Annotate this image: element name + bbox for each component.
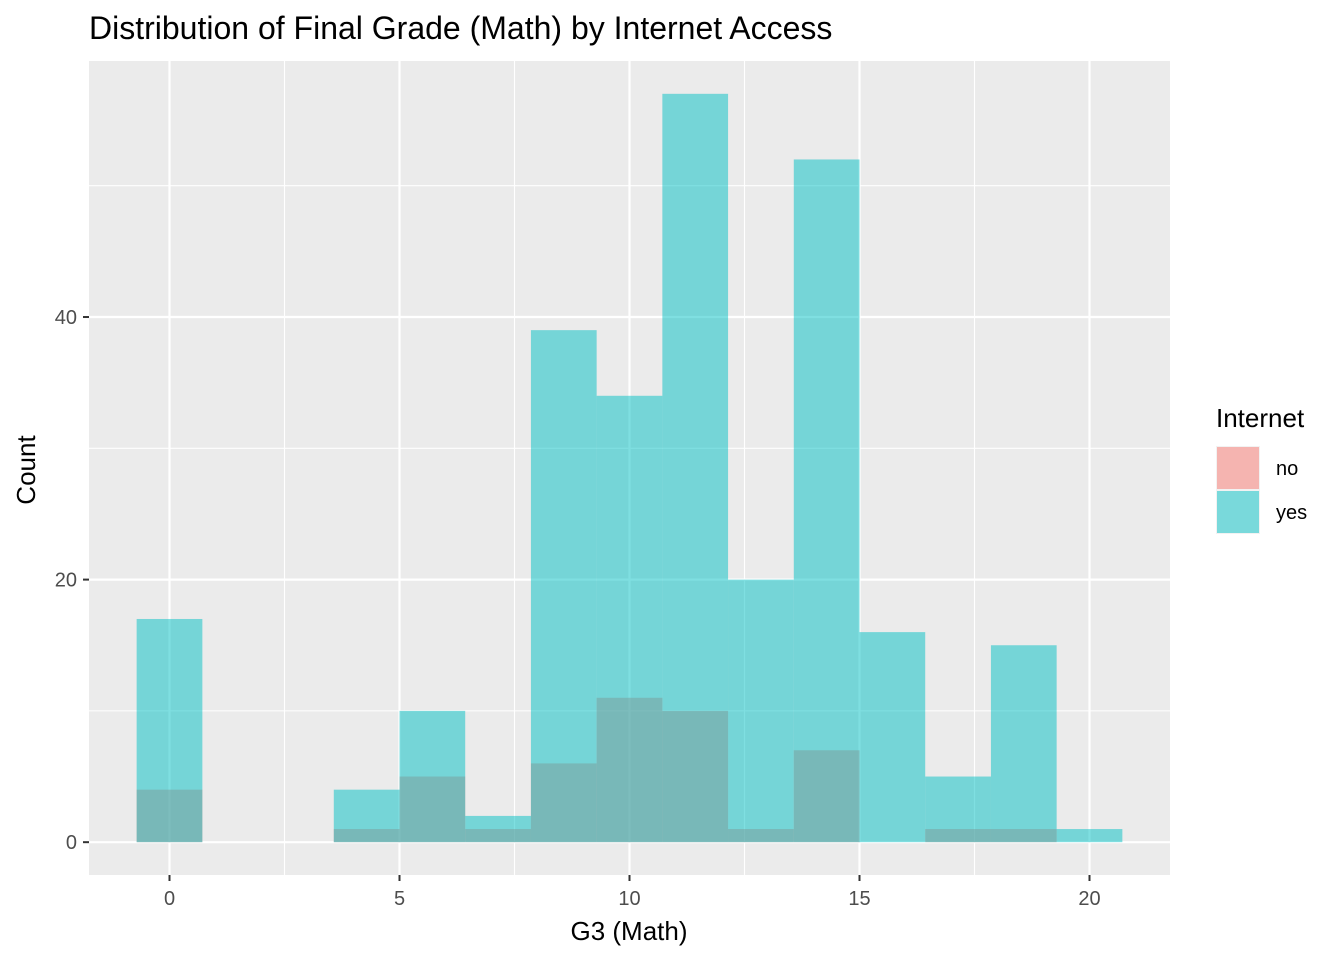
bar-yes bbox=[136, 618, 203, 843]
x-axis: 0 5 10 15 20 bbox=[164, 875, 1101, 910]
legend-title: Internet bbox=[1216, 403, 1305, 433]
bar-yes bbox=[333, 789, 400, 843]
y-tick-label: 40 bbox=[55, 307, 77, 329]
series-yes bbox=[136, 93, 1123, 843]
x-tick-label: 5 bbox=[394, 888, 405, 910]
bar-yes bbox=[530, 330, 597, 843]
legend-key-no bbox=[1217, 447, 1259, 489]
bar-yes bbox=[793, 159, 860, 843]
bar-yes bbox=[399, 710, 466, 843]
x-tick-label: 0 bbox=[164, 888, 175, 910]
legend-label-no: no bbox=[1276, 458, 1298, 480]
y-tick-label: 20 bbox=[55, 570, 77, 592]
chart-title: Distribution of Final Grade (Math) by In… bbox=[89, 10, 832, 46]
legend: Internet no yes bbox=[1216, 403, 1307, 534]
legend-label-yes: yes bbox=[1276, 502, 1307, 524]
y-axis: 0 20 40 bbox=[55, 307, 89, 854]
bar-yes bbox=[596, 395, 663, 843]
x-axis-title: G3 (Math) bbox=[570, 916, 687, 946]
bar-yes bbox=[1056, 829, 1123, 843]
y-axis-title: Count bbox=[11, 435, 41, 505]
bar-yes bbox=[925, 776, 991, 843]
x-tick-label: 10 bbox=[618, 888, 640, 910]
x-tick-label: 15 bbox=[848, 888, 870, 910]
x-tick-label: 20 bbox=[1078, 888, 1100, 910]
histogram-bars bbox=[136, 93, 1123, 843]
bar-yes bbox=[662, 93, 729, 843]
bar-yes bbox=[728, 579, 794, 843]
y-tick-label: 0 bbox=[66, 832, 77, 854]
bar-yes bbox=[859, 632, 926, 843]
bar-yes bbox=[465, 815, 531, 843]
legend-key-yes bbox=[1217, 491, 1259, 533]
bar-yes bbox=[990, 645, 1057, 843]
